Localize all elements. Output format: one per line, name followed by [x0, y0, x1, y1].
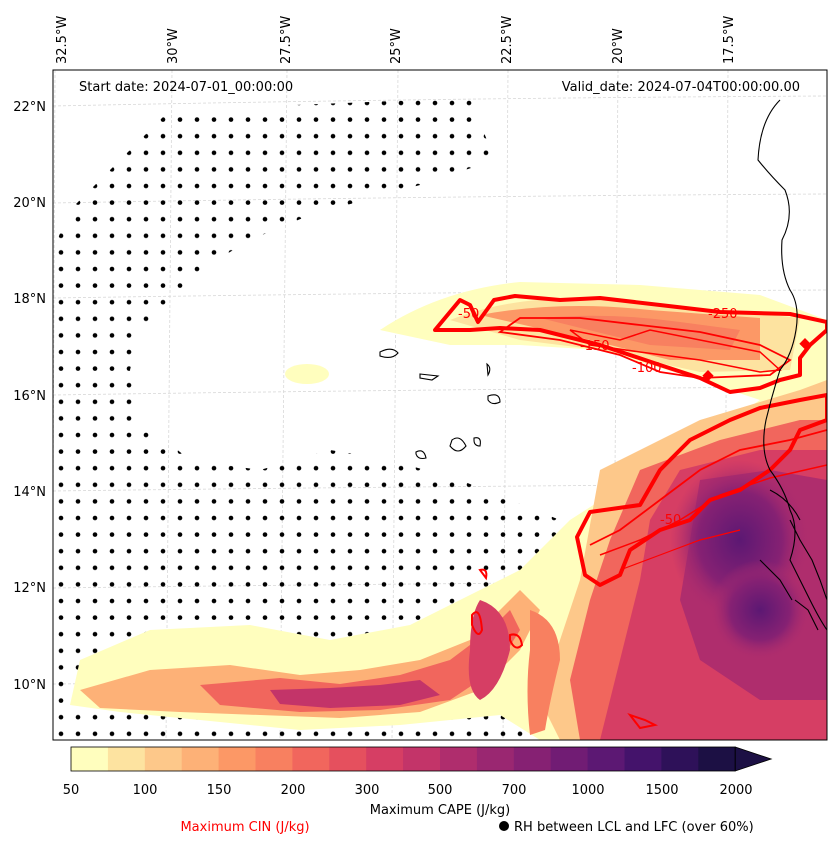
- colorbar-tick: 150: [207, 783, 232, 798]
- lon-label: 25°W: [389, 28, 404, 64]
- lat-label: 10°N: [13, 678, 46, 693]
- colorbar: [70, 746, 773, 772]
- rh-stipple: [53, 98, 827, 740]
- lon-label: 32.5°W: [55, 16, 70, 64]
- colorbar-tick: 2000: [719, 783, 752, 798]
- lat-label: 22°N: [13, 100, 46, 115]
- map-frame: [52, 69, 828, 741]
- cin-legend-label: Maximum CIN (J/kg): [180, 820, 309, 835]
- map-plot-area: -250 -150 -100 -50 -50: [53, 70, 827, 740]
- colorbar-swatch: [624, 747, 662, 771]
- colorbar-tick: 1500: [645, 783, 678, 798]
- colorbar-swatch: [71, 747, 109, 771]
- colorbar-swatch: [550, 747, 589, 771]
- colorbar-swatch: [403, 747, 441, 771]
- cape-shading: [70, 282, 827, 740]
- lon-label: 22.5°W: [500, 16, 515, 64]
- rh-legend-label: RH between LCL and LFC (over 60%): [514, 820, 754, 835]
- colorbar-swatch: [661, 747, 699, 771]
- colorbar-swatch: [218, 747, 256, 771]
- start-date-label: Start date: 2024-07-01_00:00:00: [79, 80, 293, 95]
- lon-label: 17.5°W: [722, 16, 737, 64]
- lat-label: 14°N: [13, 485, 46, 500]
- valid-date-label: Valid_date: 2024-07-04T00:00:00.00: [562, 80, 800, 95]
- contour-label: -100: [632, 361, 662, 376]
- colorbar-tick: 100: [133, 783, 158, 798]
- colorbar-tick: 1000: [571, 783, 604, 798]
- rh-dot-icon: [499, 821, 509, 831]
- longitude-labels: 32.5°W 30°W 27.5°W 25°W 22.5°W 20°W 17.5…: [55, 16, 737, 64]
- contour-label: -150: [580, 339, 610, 354]
- colorbar-tick: 500: [428, 783, 453, 798]
- colorbar-swatch: [181, 747, 220, 771]
- contour-label: -250: [708, 307, 738, 322]
- lat-label: 20°N: [13, 196, 46, 211]
- colorbar-tick: 700: [502, 783, 527, 798]
- lat-label: 18°N: [13, 292, 46, 307]
- colorbar-swatch: [255, 747, 293, 771]
- lat-label: 16°N: [13, 389, 46, 404]
- latitude-labels: 22°N 20°N 18°N 16°N 14°N 12°N 10°N: [13, 100, 46, 693]
- lon-label: 20°W: [611, 28, 626, 64]
- colorbar-swatch: [292, 747, 330, 771]
- cin-contours: [433, 294, 827, 730]
- colorbar-label: Maximum CAPE (J/kg): [370, 803, 510, 818]
- contour-label: -50: [660, 513, 681, 528]
- lat-label: 12°N: [13, 581, 46, 596]
- colorbar-swatch: [107, 747, 146, 771]
- colorbar-tick: 300: [355, 783, 380, 798]
- colorbar-swatch: [329, 747, 367, 771]
- colorbar-swatch: [513, 747, 552, 771]
- colorbar-swatch: [698, 747, 736, 771]
- colorbar-swatch: [366, 747, 404, 771]
- colorbar-ticks: 50 100 150 200 300 500 700 1000 1500 200…: [63, 783, 753, 798]
- colorbar-tick: 50: [63, 783, 80, 798]
- colorbar-tick: 200: [281, 783, 306, 798]
- cin-contour-labels: -250 -150 -100 -50 -50: [458, 307, 738, 528]
- colorbar-swatch: [476, 747, 515, 771]
- lon-label: 30°W: [166, 28, 181, 64]
- coastlines: [379, 99, 827, 631]
- lon-label: 27.5°W: [279, 16, 294, 64]
- colorbar-swatch: [144, 747, 183, 771]
- colorbar-border: [70, 746, 736, 772]
- colorbar-extend-arrow: [734, 746, 773, 772]
- contour-label: -50: [458, 307, 479, 322]
- colorbar-swatch: [440, 747, 478, 771]
- colorbar-swatch: [587, 747, 625, 771]
